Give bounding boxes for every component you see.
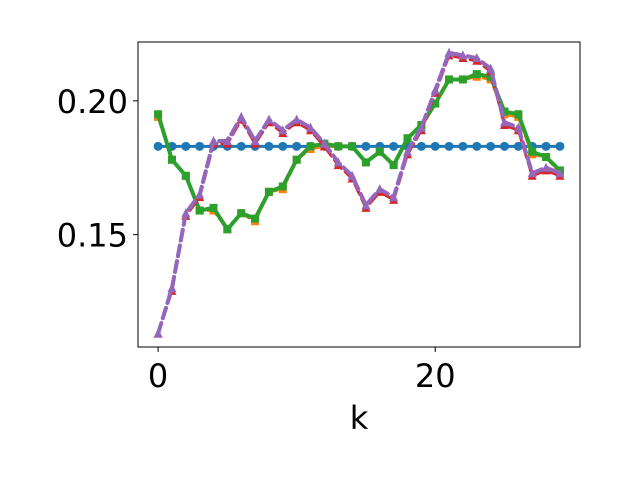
series-3-point [403, 134, 412, 143]
series-3-point [292, 155, 301, 164]
series-3-point [500, 107, 509, 116]
series-3-point [542, 153, 551, 162]
series-5-point [319, 138, 329, 148]
series-1-point [430, 141, 440, 151]
axes-frame [137, 41, 581, 348]
y-tick-label: 0.20 [57, 83, 128, 121]
series-5 [153, 47, 565, 338]
series-1-point [499, 141, 509, 151]
series-5-point [486, 63, 496, 73]
series-3-point [389, 161, 398, 170]
series-1-point [458, 141, 468, 151]
series-5-point [499, 117, 509, 127]
series-1-point [472, 141, 482, 151]
x-axis: 0 20 [148, 347, 456, 395]
series-5-point [195, 189, 205, 199]
series-5-point [222, 135, 232, 145]
series-1-point [389, 141, 399, 151]
series-5-point [389, 192, 399, 202]
series-3-point [223, 225, 232, 234]
series-3-point [209, 203, 218, 212]
series-5-point [264, 114, 274, 124]
series-3-point [237, 209, 246, 218]
x-axis-label: k [350, 399, 369, 437]
series-3-point [348, 142, 357, 151]
series-5-point [361, 200, 371, 210]
series-5-point [209, 135, 219, 145]
series-5-point [250, 135, 260, 145]
series-3-point [445, 75, 454, 84]
series-3-point [514, 110, 523, 119]
series-1-point [195, 141, 205, 151]
x-tick-label: 20 [415, 357, 456, 395]
series-1-point [541, 141, 551, 151]
series-5-point [167, 283, 177, 293]
series-5-point [375, 184, 385, 194]
series-1-point [181, 141, 191, 151]
series-3-point [375, 147, 384, 156]
series-1-point [486, 141, 496, 151]
series-3-point [278, 182, 287, 191]
series-5-point [153, 328, 163, 338]
series-1-point [444, 141, 454, 151]
series-5-point [444, 47, 454, 57]
series-5-point [458, 50, 468, 60]
x-tick-label: 0 [148, 357, 168, 395]
series-5-point [472, 53, 482, 63]
series-5-point [555, 168, 565, 178]
series-5-point [513, 122, 523, 132]
series-5-point [430, 85, 440, 95]
series-3-point [306, 142, 315, 151]
series-3-point [361, 158, 370, 167]
y-axis: 0.15 0.20 [57, 83, 138, 255]
series-1-point [153, 141, 163, 151]
series-1-point [513, 141, 523, 151]
series-1-point [264, 141, 274, 151]
series-3-point [486, 72, 495, 81]
series-5-point [278, 125, 288, 135]
series-1-point [292, 141, 302, 151]
series-3-point [167, 155, 176, 164]
series-3-point [154, 110, 163, 119]
series-3-point [431, 99, 440, 108]
series-5-point [527, 168, 537, 178]
series-1-point [361, 141, 371, 151]
series-3-point [458, 75, 467, 84]
series-1-point [416, 141, 426, 151]
series-1-point [236, 141, 246, 151]
series-3-point [195, 206, 204, 215]
series-3-point [528, 147, 537, 156]
series-5-point [292, 114, 302, 124]
series-3-point [334, 142, 343, 151]
series-5-point [333, 157, 343, 167]
series-5-point [236, 111, 246, 121]
series-5-point [306, 122, 316, 132]
series-1-point [278, 141, 288, 151]
series-5-point [181, 208, 191, 218]
series-5-point [541, 162, 551, 172]
series-3-point [181, 171, 190, 180]
series-5-point [402, 146, 412, 156]
series-5-point [347, 170, 357, 180]
series-1-point [555, 141, 565, 151]
y-tick-label: 0.15 [57, 217, 128, 255]
series-5-point [416, 122, 426, 132]
series-3-point [472, 70, 481, 79]
series-3-point [251, 214, 260, 223]
series-3-point [264, 187, 273, 196]
plot-area [153, 47, 565, 338]
